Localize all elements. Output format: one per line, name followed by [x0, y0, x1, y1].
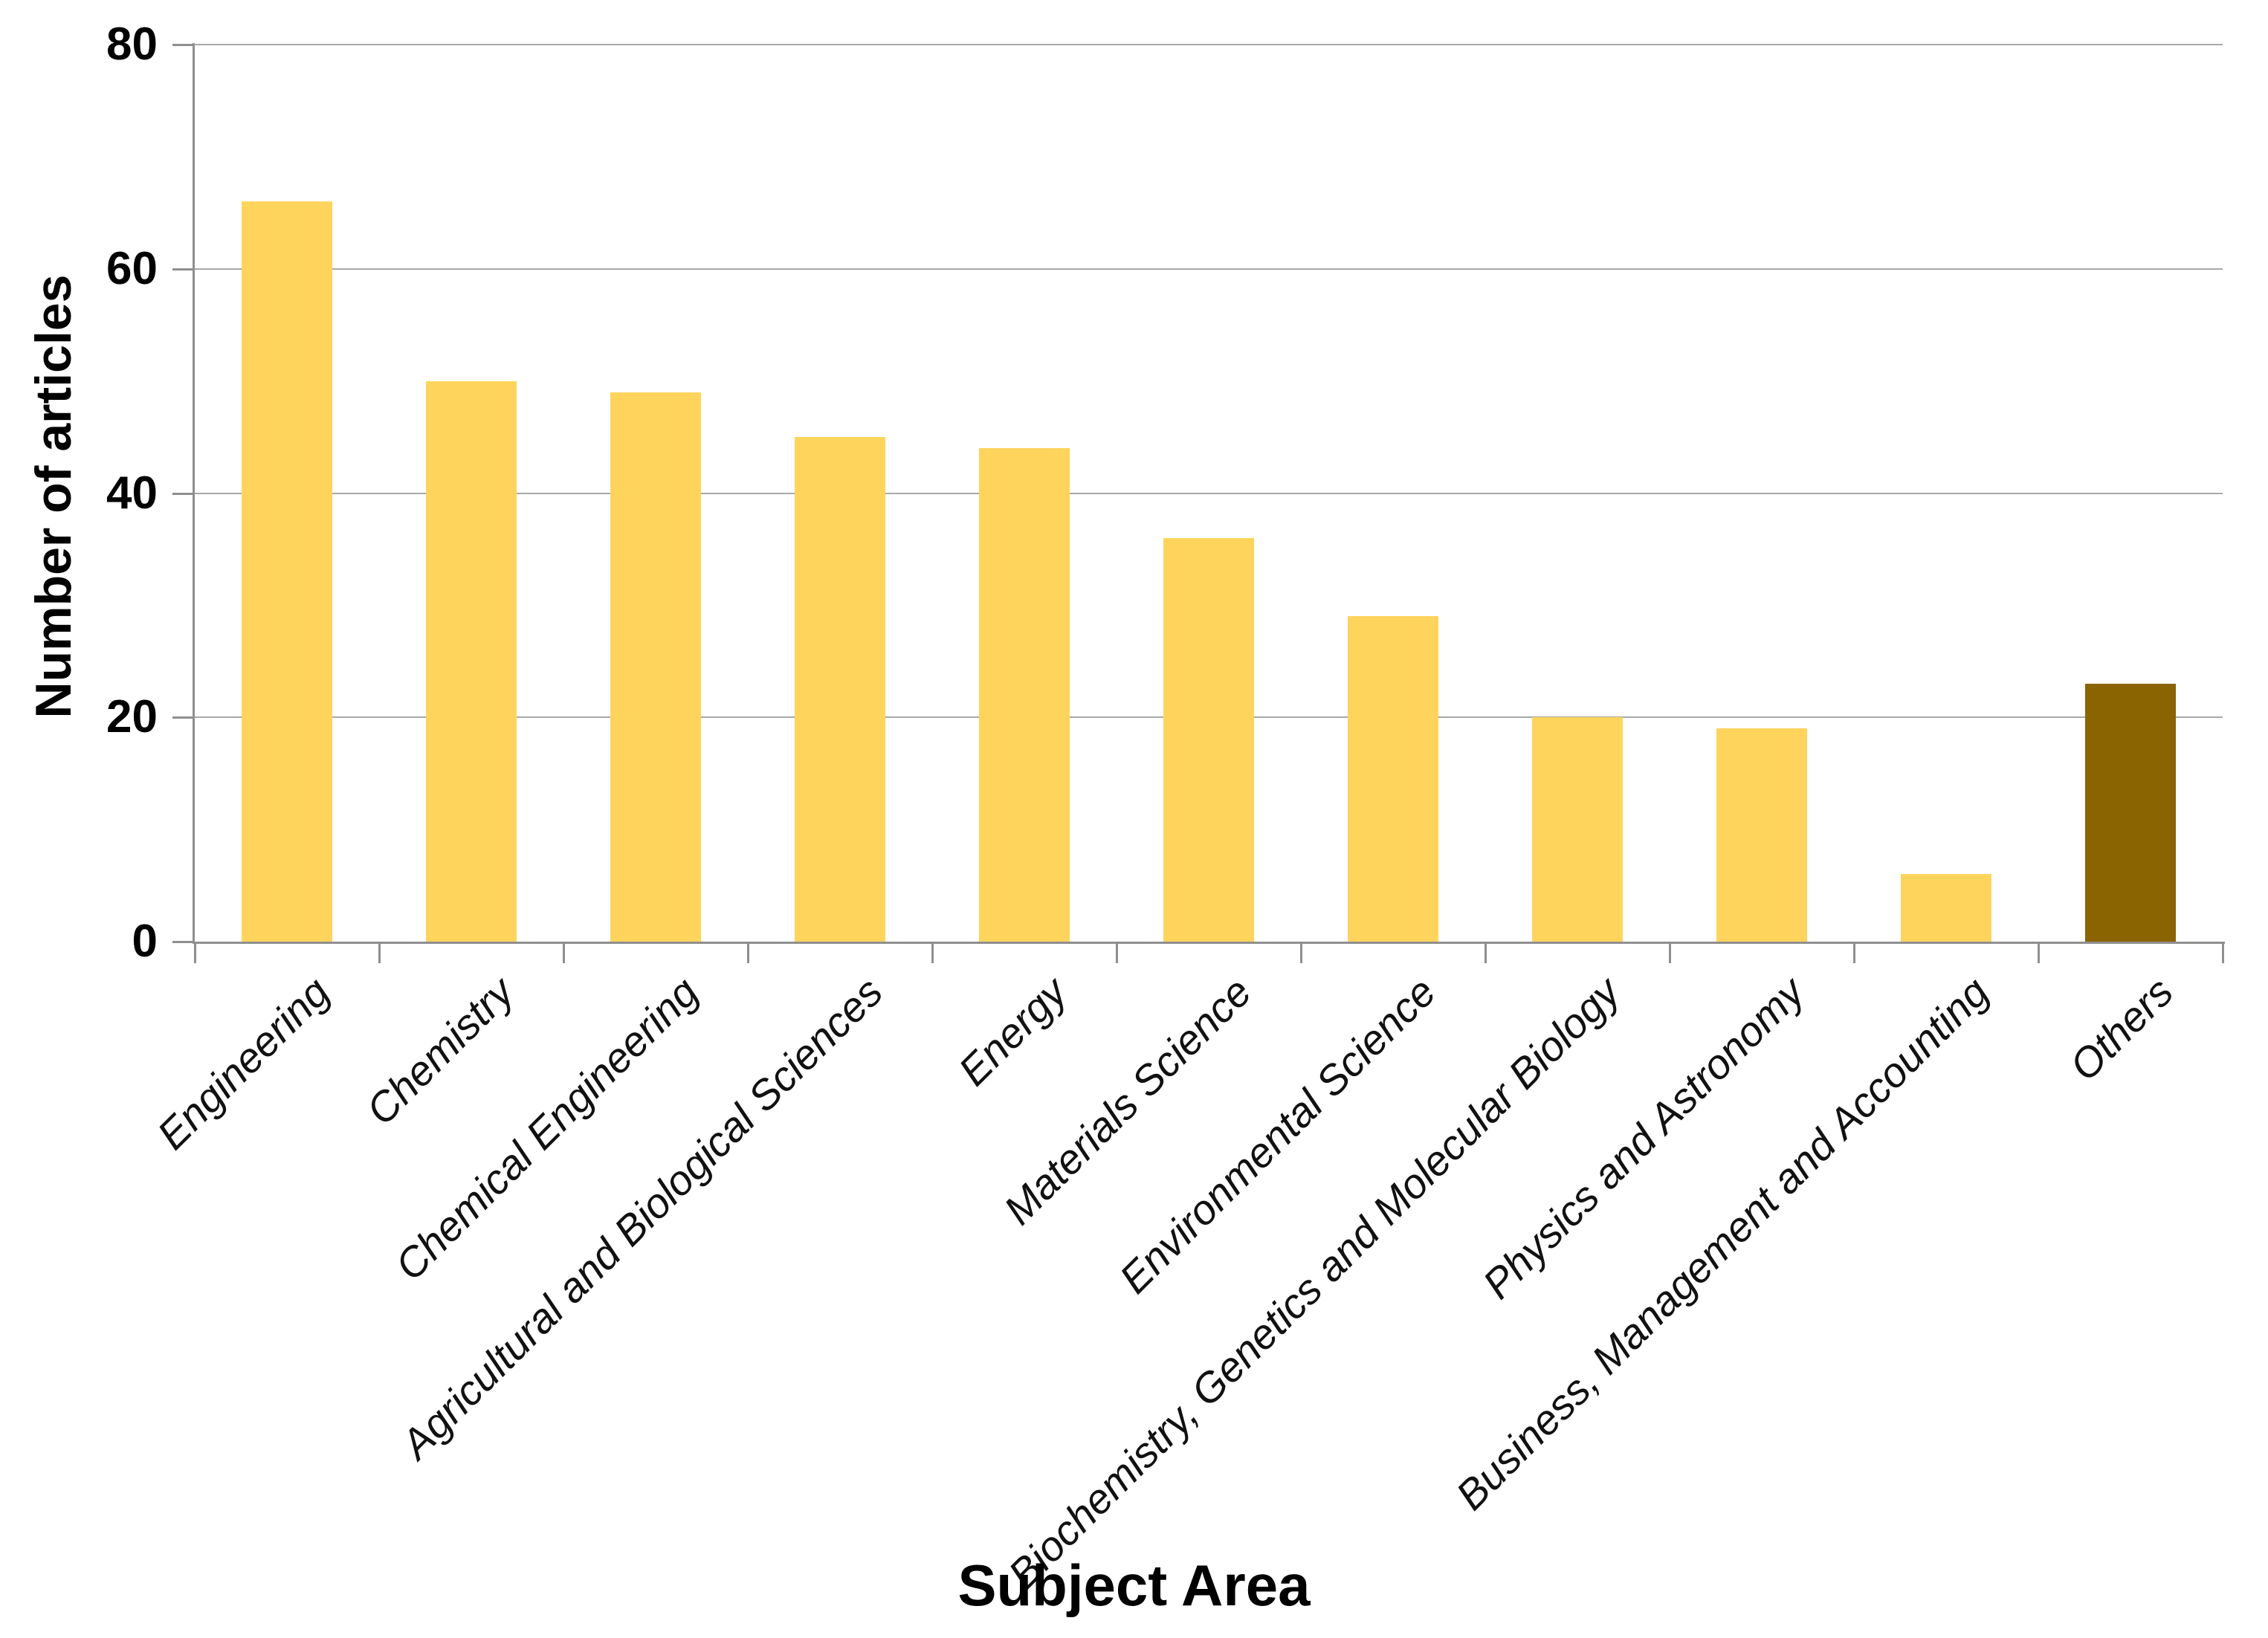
x-category-label-7: Environmental Science [1110, 968, 1445, 1303]
bar-physics-and-astronomy [1716, 728, 1807, 942]
x-tick-0 [194, 944, 196, 963]
x-tick-9 [1853, 944, 1855, 963]
bar-biochemistry-genetics-and-molecular-biology [1532, 717, 1623, 942]
x-tick-10 [2038, 944, 2040, 963]
x-tick-11 [2222, 944, 2224, 963]
y-axis-line [193, 43, 195, 944]
bar-energy [979, 448, 1070, 942]
bar-engineering [242, 201, 332, 942]
bar-environmental-science [1348, 616, 1438, 942]
x-axis-title: Subject Area [957, 1553, 1311, 1618]
x-tick-4 [931, 944, 934, 963]
gridline-y-40 [195, 492, 2223, 494]
y-tick-label-40: 40 [106, 467, 158, 519]
y-tick-label-80: 80 [106, 19, 158, 70]
x-category-label-11: Others [2060, 968, 2183, 1090]
x-tick-7 [1484, 944, 1487, 963]
y-tick-label-60: 60 [106, 242, 158, 294]
x-category-label-5: Energy [949, 968, 1076, 1095]
y-tick-label-0: 0 [132, 916, 158, 967]
y-axis-title: Number of articles [25, 274, 82, 719]
x-tick-1 [378, 944, 381, 963]
x-category-label-9: Physics and Astronomy [1473, 968, 1814, 1308]
bar-chemistry [426, 381, 517, 942]
gridline-y-80 [195, 44, 2223, 45]
x-tick-3 [747, 944, 749, 963]
bar-business-management-and-accounting [1901, 874, 1991, 942]
gridline-y-60 [195, 268, 2223, 270]
x-category-label-3: Chemical Engineering [386, 968, 708, 1289]
y-tick-40 [172, 492, 193, 495]
x-tick-8 [1669, 944, 1671, 963]
y-tick-label-20: 20 [106, 691, 158, 743]
y-tick-20 [172, 716, 193, 719]
bar-chemical-engineering [610, 392, 701, 942]
y-tick-80 [172, 44, 193, 46]
x-tick-2 [563, 944, 565, 963]
x-axis-line [193, 942, 2225, 944]
y-tick-60 [172, 268, 193, 271]
x-category-label-2: Chemistry [357, 968, 523, 1134]
bar-materials-science [1163, 537, 1254, 942]
bar-agricultural-and-biological-sciences [795, 437, 885, 942]
bar-others [2085, 683, 2176, 942]
x-tick-6 [1300, 944, 1302, 963]
x-tick-5 [1116, 944, 1118, 963]
y-tick-0 [172, 941, 193, 943]
x-category-label-8: Biochemistry, Genetics and Molecular Bio… [999, 968, 1629, 1598]
x-category-label-1: Engineering [148, 968, 339, 1159]
